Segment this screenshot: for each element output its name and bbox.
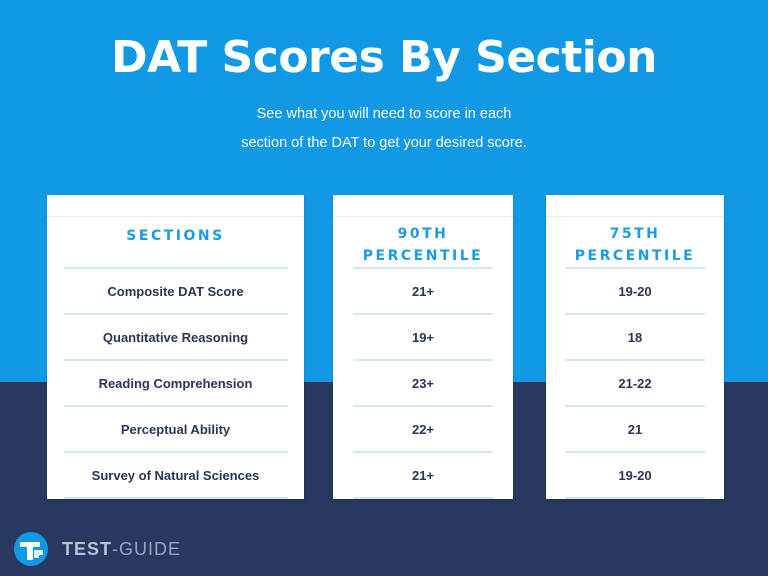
row-divider xyxy=(353,451,493,453)
card-top-divider xyxy=(333,216,513,217)
p75-value-quantitative: 18 xyxy=(627,329,643,345)
percentile-75-list: 19-20 18 21-22 21 19-20 xyxy=(546,267,724,499)
percentile-90-list: 21+ 19+ 23+ 22+ 21+ xyxy=(333,267,513,499)
row-divider xyxy=(353,267,493,269)
tg-logo-icon xyxy=(14,532,48,566)
test-guide-logo[interactable]: TEST-GUIDE xyxy=(10,530,181,568)
sections-heading-text: SECTIONS xyxy=(126,228,225,244)
row-divider xyxy=(353,359,493,361)
p90-value-composite: 21+ xyxy=(411,283,435,299)
percentile-90-card: 90TH PERCENTILE 21+ 19+ 23+ 22+ 21+ xyxy=(333,195,513,499)
card-top-divider xyxy=(546,216,724,217)
row-divider xyxy=(63,313,288,315)
sections-heading: SECTIONS xyxy=(47,225,304,247)
page-title: DAT Scores By Section xyxy=(111,32,657,83)
row-divider xyxy=(63,497,288,499)
card-top-divider xyxy=(47,216,304,217)
subtitle-line-1: See what you will need to score in each xyxy=(256,106,512,122)
row-divider xyxy=(63,405,288,407)
logo-word-test: TEST xyxy=(62,538,113,559)
row-divider xyxy=(353,313,493,315)
percentile-90-heading: 90TH PERCENTILE xyxy=(333,223,513,267)
section-row-natural-sciences: Survey of Natural Sciences xyxy=(91,467,260,483)
row-divider xyxy=(565,451,705,453)
p75-value-natural-sciences: 19-20 xyxy=(618,467,652,483)
p90-value-natural-sciences: 21+ xyxy=(411,467,435,483)
sections-card: SECTIONS Composite DAT Score Quantitativ… xyxy=(47,195,304,499)
subtitle-line-2: section of the DAT to get your desired s… xyxy=(241,135,527,151)
p75-value-reading: 21-22 xyxy=(618,375,652,391)
percentile-90-heading-line-2: PERCENTILE xyxy=(362,248,484,264)
page-subtitle: See what you will need to score in each … xyxy=(0,100,768,158)
row-divider xyxy=(565,405,705,407)
row-divider xyxy=(63,451,288,453)
row-divider xyxy=(353,405,493,407)
p90-value-perceptual: 22+ xyxy=(411,421,435,437)
p75-value-perceptual: 21 xyxy=(627,421,643,437)
row-divider xyxy=(565,359,705,361)
percentile-75-heading-line-2: PERCENTILE xyxy=(574,248,696,264)
row-divider xyxy=(565,313,705,315)
section-row-perceptual: Perceptual Ability xyxy=(120,421,231,437)
percentile-75-heading-line-1: 75TH xyxy=(609,226,661,242)
row-divider xyxy=(565,267,705,269)
section-row-composite: Composite DAT Score xyxy=(107,283,244,299)
section-row-quantitative: Quantitative Reasoning xyxy=(102,329,249,345)
sections-list: Composite DAT Score Quantitative Reasoni… xyxy=(47,267,304,499)
percentile-75-card: 75TH PERCENTILE 19-20 18 21-22 21 19-20 xyxy=(546,195,724,499)
row-divider xyxy=(63,359,288,361)
logo-word-guide: GUIDE xyxy=(119,538,182,559)
p90-value-quantitative: 19+ xyxy=(411,329,435,345)
row-divider xyxy=(565,497,705,499)
row-divider xyxy=(353,497,493,499)
p75-value-composite: 19-20 xyxy=(618,283,652,299)
percentile-90-heading-line-1: 90TH xyxy=(397,226,449,242)
logo-separator: - xyxy=(112,538,120,559)
percentile-75-heading: 75TH PERCENTILE xyxy=(546,223,724,267)
logo-wordmark: TEST-GUIDE xyxy=(62,539,181,560)
section-row-reading: Reading Comprehension xyxy=(98,375,253,391)
p90-value-reading: 23+ xyxy=(411,375,435,391)
row-divider xyxy=(63,267,288,269)
